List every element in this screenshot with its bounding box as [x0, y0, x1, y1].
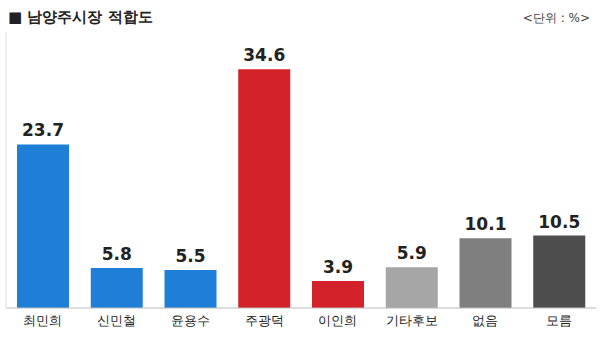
svg-text:10.5: 10.5 — [538, 212, 580, 232]
svg-text:이인희: 이인희 — [318, 313, 357, 328]
svg-text:34.6: 34.6 — [243, 45, 285, 65]
svg-text:5.8: 5.8 — [102, 244, 132, 264]
svg-text:주광덕: 주광덕 — [245, 313, 284, 328]
html-text:<단위 : %>: <단위 : %> — [522, 11, 590, 25]
svg-text:윤용수: 윤용수 — [171, 313, 210, 328]
html-text:■ 남양주시장 적합도: ■ 남양주시장 적합도 — [8, 8, 153, 26]
svg-text:5.5: 5.5 — [175, 246, 205, 266]
svg-text:10.1: 10.1 — [465, 214, 507, 234]
svg-text:없음: 없음 — [472, 313, 498, 328]
svg-text:기타후보: 기타후보 — [386, 313, 438, 328]
svg-text:모름: 모름 — [546, 313, 572, 328]
svg-text:최민희: 최민희 — [23, 313, 62, 328]
svg-text:5.9: 5.9 — [397, 243, 427, 263]
svg-text:3.9: 3.9 — [323, 257, 353, 277]
svg-text:23.7: 23.7 — [22, 120, 64, 140]
svg-text:신민철: 신민철 — [97, 313, 136, 328]
